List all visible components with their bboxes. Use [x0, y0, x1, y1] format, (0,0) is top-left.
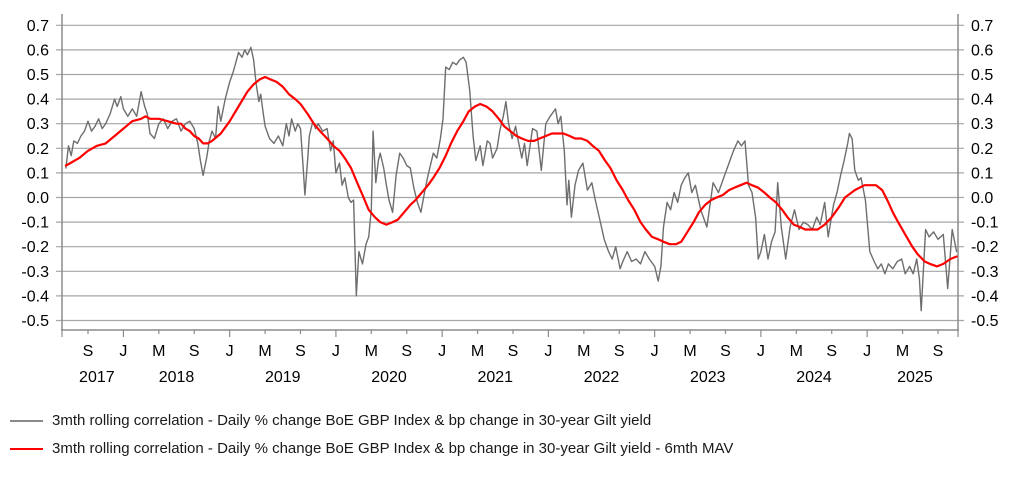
svg-text:J: J — [332, 343, 340, 360]
svg-text:S: S — [508, 343, 519, 360]
gray-line-icon — [10, 420, 43, 422]
svg-text:0.1: 0.1 — [27, 165, 49, 182]
svg-text:S: S — [826, 343, 837, 360]
svg-text:S: S — [401, 343, 412, 360]
svg-text:0.3: 0.3 — [27, 116, 49, 133]
svg-text:0.4: 0.4 — [27, 92, 49, 109]
svg-text:J: J — [119, 343, 127, 360]
svg-text:-0.4: -0.4 — [971, 288, 999, 305]
svg-text:0.6: 0.6 — [27, 42, 49, 59]
svg-text:M: M — [258, 343, 271, 360]
svg-text:2017: 2017 — [79, 369, 115, 386]
svg-text:M: M — [790, 343, 803, 360]
svg-text:M: M — [577, 343, 590, 360]
legend-item-3mth-correlation: 3mth rolling correlation - Daily % chang… — [10, 412, 733, 430]
svg-text:0.2: 0.2 — [971, 141, 993, 158]
svg-text:0.4: 0.4 — [971, 92, 993, 109]
svg-text:0.6: 0.6 — [971, 42, 993, 59]
svg-text:0.0: 0.0 — [27, 190, 49, 207]
svg-text:S: S — [83, 343, 94, 360]
svg-text:-0.1: -0.1 — [971, 215, 999, 232]
svg-text:-0.2: -0.2 — [971, 239, 999, 256]
svg-text:M: M — [683, 343, 696, 360]
svg-text:S: S — [614, 343, 625, 360]
svg-text:2023: 2023 — [690, 369, 726, 386]
svg-text:-0.5: -0.5 — [971, 313, 999, 330]
svg-text:S: S — [295, 343, 306, 360]
svg-text:J: J — [651, 343, 659, 360]
svg-text:J: J — [544, 343, 552, 360]
svg-text:J: J — [863, 343, 871, 360]
svg-text:-0.2: -0.2 — [21, 239, 49, 256]
svg-text:S: S — [720, 343, 731, 360]
svg-text:M: M — [896, 343, 909, 360]
svg-text:J: J — [757, 343, 765, 360]
svg-text:0.7: 0.7 — [971, 18, 993, 35]
svg-text:0.5: 0.5 — [971, 67, 993, 84]
legend-label-6mth-mav: 3mth rolling correlation - Daily % chang… — [52, 440, 734, 457]
svg-text:M: M — [365, 343, 378, 360]
svg-text:2024: 2024 — [796, 369, 832, 386]
svg-text:2018: 2018 — [159, 369, 195, 386]
svg-text:J: J — [438, 343, 446, 360]
legend-item-6mth-mav: 3mth rolling correlation - Daily % chang… — [10, 440, 733, 458]
svg-text:-0.5: -0.5 — [21, 313, 49, 330]
svg-text:S: S — [189, 343, 200, 360]
svg-text:0.1: 0.1 — [971, 165, 993, 182]
svg-text:2021: 2021 — [477, 369, 513, 386]
svg-text:0.2: 0.2 — [27, 141, 49, 158]
chart-legend: 3mth rolling correlation - Daily % chang… — [10, 412, 733, 458]
svg-text:0.5: 0.5 — [27, 67, 49, 84]
svg-text:0.0: 0.0 — [971, 190, 993, 207]
svg-text:M: M — [471, 343, 484, 360]
svg-text:0.3: 0.3 — [971, 116, 993, 133]
red-line-icon — [10, 448, 43, 450]
correlation-chart: 0.7 0.7 0.6 0.6 0.5 0.5 0.4 0.4 0.3 0.3 0.2 0.2 0.1 0… — [21, 14, 999, 386]
svg-text:J: J — [226, 343, 234, 360]
svg-text:-0.3: -0.3 — [971, 264, 999, 281]
svg-text:M: M — [152, 343, 165, 360]
svg-text:-0.1: -0.1 — [21, 215, 49, 232]
svg-text:2025: 2025 — [897, 369, 933, 386]
svg-text:2019: 2019 — [265, 369, 301, 386]
svg-text:2020: 2020 — [371, 369, 407, 386]
svg-text:2022: 2022 — [584, 369, 620, 386]
svg-text:-0.3: -0.3 — [21, 264, 49, 281]
svg-text:S: S — [933, 343, 944, 360]
svg-text:-0.4: -0.4 — [21, 288, 49, 305]
legend-label-3mth-correlation: 3mth rolling correlation - Daily % chang… — [52, 412, 652, 429]
svg-text:0.7: 0.7 — [27, 18, 49, 35]
